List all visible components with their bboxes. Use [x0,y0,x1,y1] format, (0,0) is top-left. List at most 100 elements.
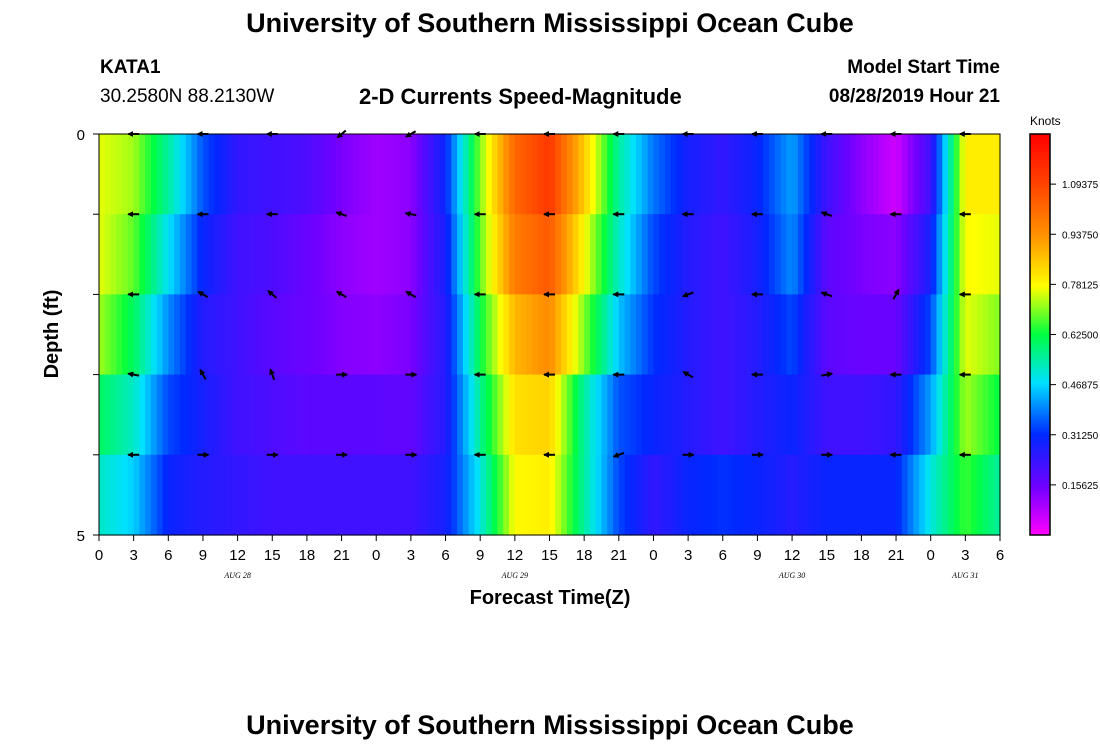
heatmap-cell [948,134,955,215]
heatmap-cell [520,214,527,295]
heatmap-cell [301,134,308,215]
heatmap-cell [659,374,666,456]
heatmap-cell [815,454,822,536]
heatmap-cell [855,294,862,376]
heatmap-cell [416,214,424,295]
heatmap-cell [774,454,782,536]
heatmap-cell [330,294,337,376]
heatmap-cell [358,454,366,536]
heatmap-cell [855,374,862,456]
heatmap-cell [358,134,366,215]
heatmap-cell [561,454,568,536]
current-vector-arrow [197,290,209,298]
heatmap-cell [283,294,291,376]
heatmap-cell [422,214,429,295]
heatmap-cell [208,134,216,215]
heatmap-cell [994,214,1001,295]
heatmap-cell [555,294,562,376]
heatmap-cell [526,454,533,536]
heatmap-cell [728,294,735,376]
current-vector-arrow [892,288,900,300]
heatmap-cell [618,134,626,215]
heatmap-cell [959,454,966,536]
colorbar: Knots 0.15625 0.31250 0.46875 0.62500 0.7812… [1029,114,1099,536]
heatmap-cell [838,294,845,376]
heatmap-cell [953,134,961,215]
heatmap-cell [312,214,320,295]
x-tick-label: 9 [476,547,484,564]
heatmap-cell [491,214,499,295]
heatmap-cell [584,374,591,456]
heatmap-cell [976,454,984,536]
heatmap-cell [936,134,943,215]
heatmap-cell [613,294,620,376]
heatmap-cell [347,374,354,456]
heatmap-cell [497,214,504,295]
heatmap-cell [763,294,770,376]
heatmap-cell [942,454,949,536]
heatmap-cell [965,214,972,295]
heatmap-cell [410,294,418,376]
heatmap-cell [462,294,470,376]
heatmap-cell [792,214,799,295]
heatmap-cell [578,454,585,536]
heatmap-cell [162,134,169,215]
heatmap-cell [318,134,325,215]
heatmap-cell [549,214,556,295]
heatmap-cell [584,134,591,215]
heatmap-cell [740,134,747,215]
heatmap-cell [335,454,343,536]
heatmap-cell [543,454,551,536]
heatmap-cell [751,294,759,376]
heatmap-cell [104,374,112,456]
heatmap-cell [185,134,193,215]
heatmap-cell [324,134,331,215]
heatmap-cell [549,134,556,215]
heatmap-cell [110,134,117,215]
heatmap-cell [191,294,198,376]
heatmap-cell [815,134,822,215]
heatmap-cell [312,374,320,456]
heatmap-cell [699,134,707,215]
heatmap-cell [942,214,949,295]
heatmap-cell [832,214,839,295]
heatmap-cell [306,374,314,456]
heatmap-cell [272,374,279,456]
heatmap-cell [624,294,631,376]
heatmap-cell [457,374,464,456]
heatmap-cell [924,294,932,376]
heatmap-cell [774,374,782,456]
heatmap-cell [439,294,447,376]
heatmap-cell [457,454,464,536]
heatmap-cell [578,294,585,376]
y-axis-label: Depth (ft) [41,290,63,379]
heatmap-cell [572,454,579,536]
heatmap-cell [653,294,660,376]
heatmap-cell [226,134,233,215]
heatmap-cell [624,134,631,215]
heatmap-cell [867,214,874,295]
heatmap-cell [705,294,712,376]
heatmap-cell [699,294,707,376]
heatmap-cell [532,294,539,376]
heatmap-cell [768,134,776,215]
heatmap-cell [145,214,152,295]
heatmap-cell [809,374,816,456]
heatmap-cell [734,454,741,536]
heatmap-cell [942,294,949,376]
heatmap-cell [318,294,325,376]
heatmap-cell [364,454,372,536]
heatmap-cell [185,214,193,295]
heatmap-cell [982,454,990,536]
heatmap-cell [503,454,510,536]
heatmap-cell [555,374,562,456]
heatmap-cell [641,294,649,376]
x-tick-label: 12 [229,547,246,564]
heatmap-cell [803,374,811,456]
heatmap-cell [405,134,412,215]
heatmap-cell [272,294,279,376]
heatmap-cell [110,374,117,456]
heatmap-cell [768,214,776,295]
heatmap-cell [231,294,239,376]
current-vector-arrow [820,211,833,218]
